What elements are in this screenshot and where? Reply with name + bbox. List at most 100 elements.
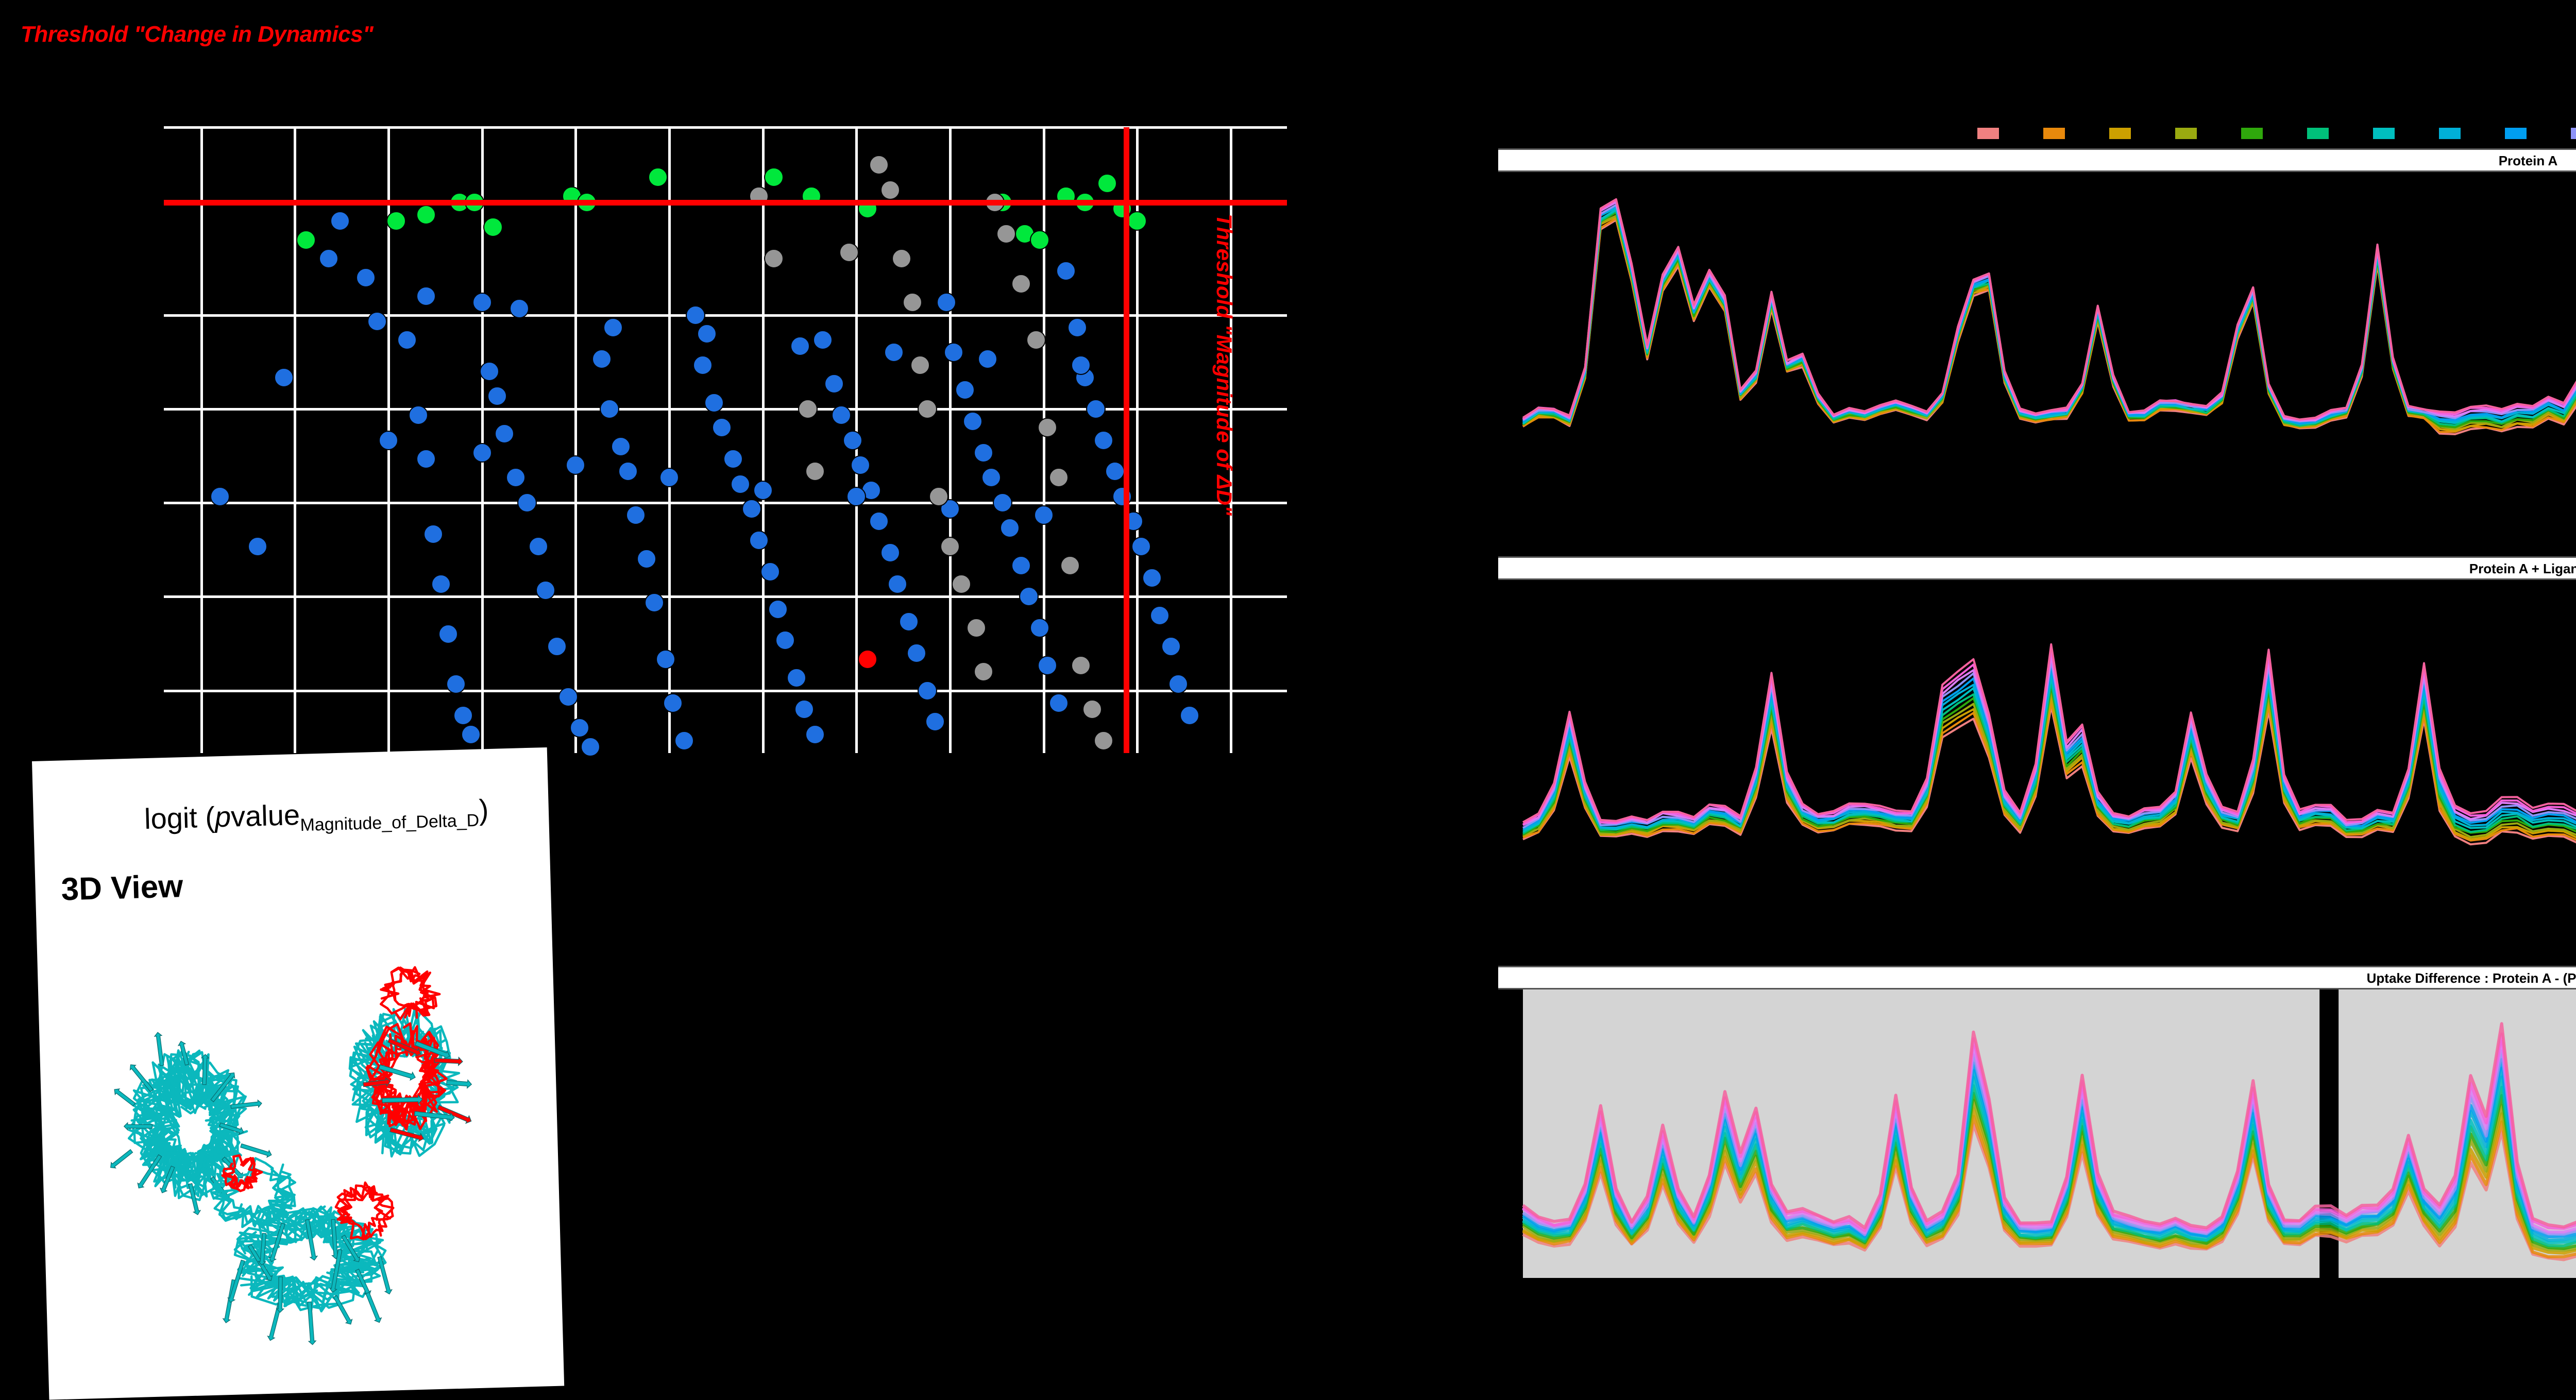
- volcano-data-point[interactable]: [1131, 537, 1151, 557]
- volcano-data-point[interactable]: [899, 611, 919, 631]
- volcano-data-point[interactable]: [569, 718, 589, 738]
- volcano-data-point[interactable]: [461, 724, 481, 744]
- uptake-trace[interactable]: [1522, 651, 2576, 834]
- volcano-data-point[interactable]: [599, 399, 619, 419]
- volcano-data-point[interactable]: [768, 599, 788, 619]
- legend-swatch[interactable]: [2439, 128, 2461, 139]
- volcano-data-point[interactable]: [581, 737, 601, 757]
- volcano-data-point[interactable]: [685, 305, 705, 325]
- volcano-data-point[interactable]: [760, 561, 781, 582]
- uptake-trace[interactable]: [1522, 204, 2576, 436]
- volcano-data-point[interactable]: [296, 230, 316, 250]
- volcano-data-point[interactable]: [884, 343, 904, 363]
- volcano-data-point[interactable]: [1071, 655, 1091, 675]
- volcano-data-point[interactable]: [1142, 568, 1162, 588]
- volcano-data-point[interactable]: [869, 155, 889, 175]
- panel-plot-area[interactable]: [1498, 989, 2576, 1278]
- volcano-data-point[interactable]: [1048, 468, 1069, 488]
- volcano-data-point[interactable]: [790, 336, 810, 356]
- volcano-data-point[interactable]: [438, 624, 459, 644]
- volcano-data-point[interactable]: [1093, 430, 1113, 450]
- volcano-data-point[interactable]: [723, 449, 743, 469]
- volcano-data-point[interactable]: [1033, 505, 1054, 525]
- uptake-trace[interactable]: [1522, 193, 2576, 422]
- volcano-data-point[interactable]: [910, 355, 930, 375]
- volcano-data-point[interactable]: [805, 462, 825, 482]
- uptake-trace[interactable]: [1522, 193, 2576, 425]
- volcano-data-point[interactable]: [940, 499, 960, 519]
- volcano-data-point[interactable]: [446, 674, 466, 694]
- volcano-data-point[interactable]: [832, 405, 852, 425]
- volcano-data-point[interactable]: [753, 480, 773, 500]
- uptake-trace[interactable]: [1522, 1011, 2576, 1230]
- volcano-data-point[interactable]: [925, 712, 945, 732]
- legend-swatch[interactable]: [2109, 128, 2131, 139]
- volcano-data-point[interactable]: [966, 618, 986, 638]
- volcano-data-point[interactable]: [1000, 518, 1020, 538]
- uptake-trace[interactable]: [1522, 682, 2576, 842]
- volcano-data-point[interactable]: [940, 537, 960, 557]
- volcano-data-point[interactable]: [918, 680, 938, 701]
- volcano-data-point[interactable]: [880, 543, 900, 563]
- panel-plot-area[interactable]: [1498, 172, 2576, 460]
- volcano-data-point[interactable]: [846, 486, 867, 506]
- volcano-data-point[interactable]: [659, 468, 679, 488]
- volcano-data-point[interactable]: [891, 249, 911, 269]
- panel-plot-area[interactable]: [1498, 580, 2576, 868]
- volcano-data-point[interactable]: [798, 399, 818, 419]
- volcano-data-point[interactable]: [711, 418, 732, 438]
- volcano-data-point[interactable]: [506, 468, 526, 488]
- volcano-data-point[interactable]: [951, 574, 971, 594]
- volcano-data-point[interactable]: [929, 486, 949, 506]
- volcano-data-point[interactable]: [858, 649, 878, 669]
- volcano-data-point[interactable]: [1093, 730, 1113, 750]
- volcano-data-point[interactable]: [431, 574, 451, 594]
- volcano-data-point[interactable]: [472, 442, 492, 463]
- uptake-trace[interactable]: [1522, 211, 2576, 442]
- volcano-data-point[interactable]: [528, 537, 548, 557]
- volcano-data-point[interactable]: [247, 537, 267, 557]
- uptake-trace[interactable]: [1522, 193, 2576, 425]
- uptake-trace[interactable]: [1522, 601, 2576, 826]
- volcano-data-point[interactable]: [697, 323, 717, 344]
- volcano-data-point[interactable]: [1067, 317, 1088, 337]
- uptake-trace[interactable]: [1522, 193, 2576, 424]
- volcano-data-point[interactable]: [764, 167, 784, 187]
- volcano-data-point[interactable]: [1112, 486, 1132, 506]
- volcano-data-point[interactable]: [637, 549, 657, 569]
- volcano-data-point[interactable]: [944, 343, 964, 363]
- volcano-data-point[interactable]: [704, 392, 724, 413]
- volcano-data-point[interactable]: [955, 380, 975, 400]
- volcano-data-point[interactable]: [805, 724, 825, 744]
- volcano-data-point[interactable]: [962, 412, 982, 432]
- volcano-data-point[interactable]: [655, 649, 675, 669]
- uptake-trace[interactable]: [1522, 197, 2576, 431]
- volcano-data-point[interactable]: [843, 430, 863, 450]
- volcano-data-point[interactable]: [1048, 693, 1069, 713]
- legend-swatch[interactable]: [2307, 128, 2329, 139]
- volcano-data-point[interactable]: [1060, 555, 1080, 575]
- volcano-data-point[interactable]: [996, 224, 1016, 244]
- volcano-data-point[interactable]: [981, 468, 1001, 488]
- volcano-data-point[interactable]: [210, 486, 230, 506]
- legend-swatch[interactable]: [2373, 128, 2395, 139]
- legend-swatch[interactable]: [1977, 128, 1999, 139]
- volcano-data-point[interactable]: [992, 493, 1012, 513]
- uptake-trace[interactable]: [1522, 601, 2576, 826]
- volcano-data-point[interactable]: [274, 368, 294, 387]
- volcano-data-point[interactable]: [764, 249, 784, 269]
- volcano-data-point[interactable]: [1026, 330, 1046, 350]
- uptake-trace[interactable]: [1522, 619, 2576, 829]
- volcano-data-point[interactable]: [693, 355, 713, 375]
- volcano-data-point[interactable]: [618, 462, 638, 482]
- volcano-data-point[interactable]: [547, 637, 567, 657]
- volcano-data-point[interactable]: [906, 643, 926, 663]
- volcano-data-point[interactable]: [1037, 655, 1057, 675]
- uptake-trace[interactable]: [1522, 193, 2576, 423]
- volcano-data-point[interactable]: [644, 593, 664, 613]
- volcano-data-point[interactable]: [974, 442, 994, 463]
- volcano-data-point[interactable]: [409, 405, 429, 425]
- volcano-data-point[interactable]: [603, 317, 623, 337]
- uptake-trace[interactable]: [1522, 601, 2576, 824]
- volcano-data-point[interactable]: [974, 662, 994, 682]
